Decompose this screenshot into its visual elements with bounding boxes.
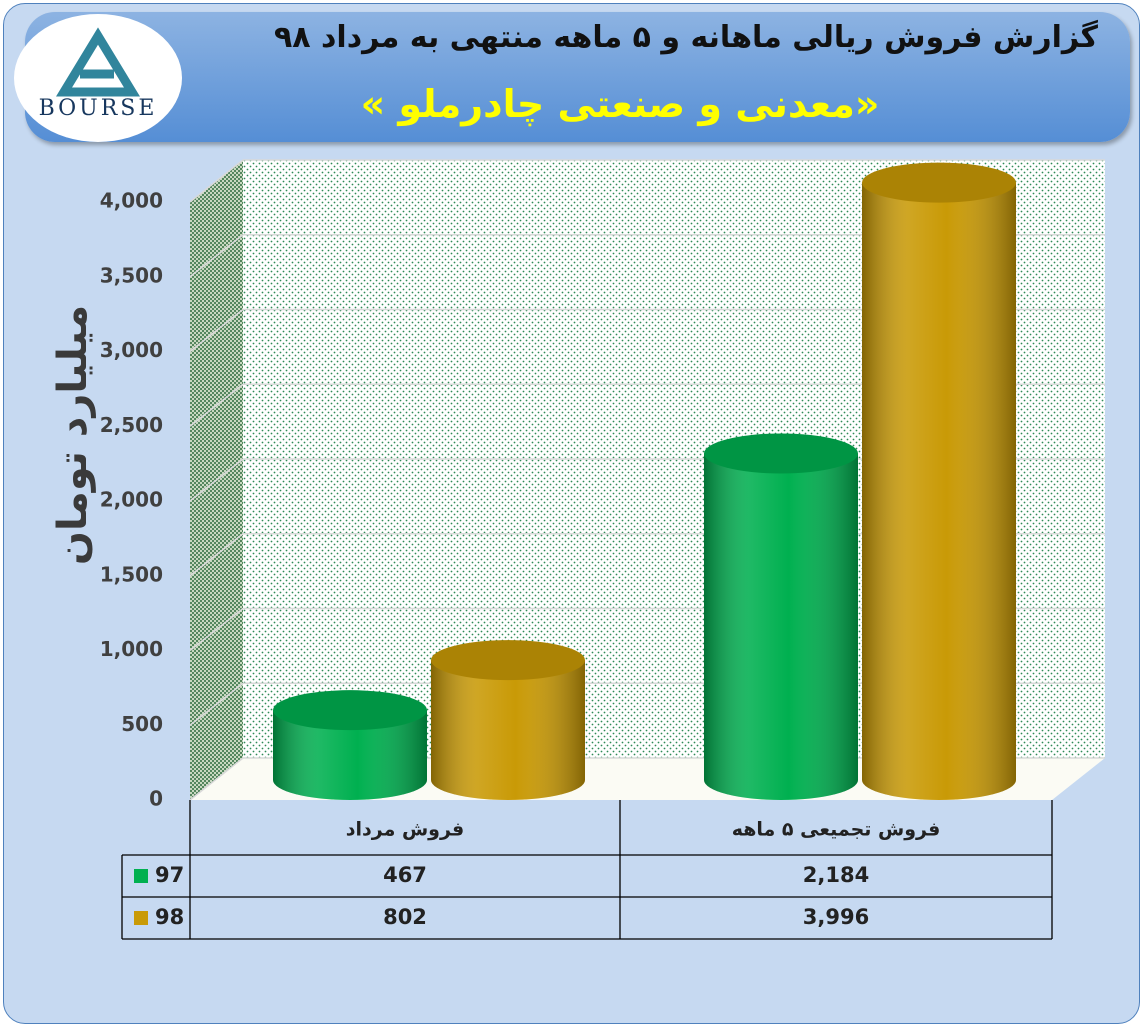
table-value: 3,996 (803, 905, 869, 929)
legend-swatch (134, 911, 148, 925)
y-tick-label: 1,500 (100, 562, 163, 586)
bar-top-shade (862, 162, 1016, 203)
bar-shade (704, 453, 858, 800)
bar-top (862, 162, 1016, 203)
logo-shape (56, 27, 140, 97)
bar-top-shade (704, 433, 858, 474)
side-grid-line (189, 308, 244, 353)
bar-top (431, 640, 585, 681)
bar (704, 433, 858, 800)
y-tick-label: 2,000 (100, 488, 163, 512)
side-grid-line (189, 533, 244, 577)
y-axis-title: میلیارد تومان (50, 305, 96, 565)
bar-top (273, 690, 427, 731)
bar (862, 162, 1016, 800)
y-tick-label: 500 (121, 712, 163, 736)
y-tick-label: 0 (149, 787, 163, 811)
table-value: 467 (383, 863, 427, 887)
y-tick-label: 3,000 (100, 338, 163, 362)
side-grid-line (189, 458, 244, 502)
y-tick-label: 3,500 (100, 263, 163, 287)
side-grid-line (189, 159, 244, 203)
y-tick-label: 2,500 (100, 413, 163, 437)
side-grid-line (189, 682, 244, 726)
logo-text: BOURSE (38, 96, 158, 121)
bar-shade (431, 660, 585, 800)
bar-top (704, 433, 858, 474)
x-tick-label: فروش مرداد (346, 819, 465, 841)
title-banner (25, 12, 1130, 142)
side-grid-line (189, 607, 244, 652)
legend-label: 97 (155, 863, 184, 887)
legend-label: 98 (155, 905, 184, 929)
side-grid-line (189, 234, 244, 278)
legend-swatch (134, 869, 148, 883)
table-value: 2,184 (803, 863, 869, 887)
chart-title: گزارش فروش ریالی ماهانه و ۵ ماهه منتهی ب… (273, 20, 1098, 55)
logo: BOURSE (14, 14, 182, 142)
side-grid-line (189, 757, 244, 801)
bar (431, 640, 585, 800)
bar-shade (862, 182, 1016, 800)
bar-top-shade (273, 690, 427, 731)
logo-mark (56, 27, 140, 97)
side-grid-line (189, 383, 244, 427)
table-value: 802 (383, 905, 427, 929)
chart-subtitle: «معدنی و صنعتی چادرملو » (360, 82, 880, 126)
bar-top-shade (431, 640, 585, 681)
y-tick-label: 1,000 (100, 637, 163, 661)
bar-shade (273, 710, 427, 800)
y-tick-label: 4,000 (100, 189, 163, 213)
x-tick-label: فروش تجمیعی ۵ ماهه (732, 819, 941, 841)
bar (273, 690, 427, 800)
